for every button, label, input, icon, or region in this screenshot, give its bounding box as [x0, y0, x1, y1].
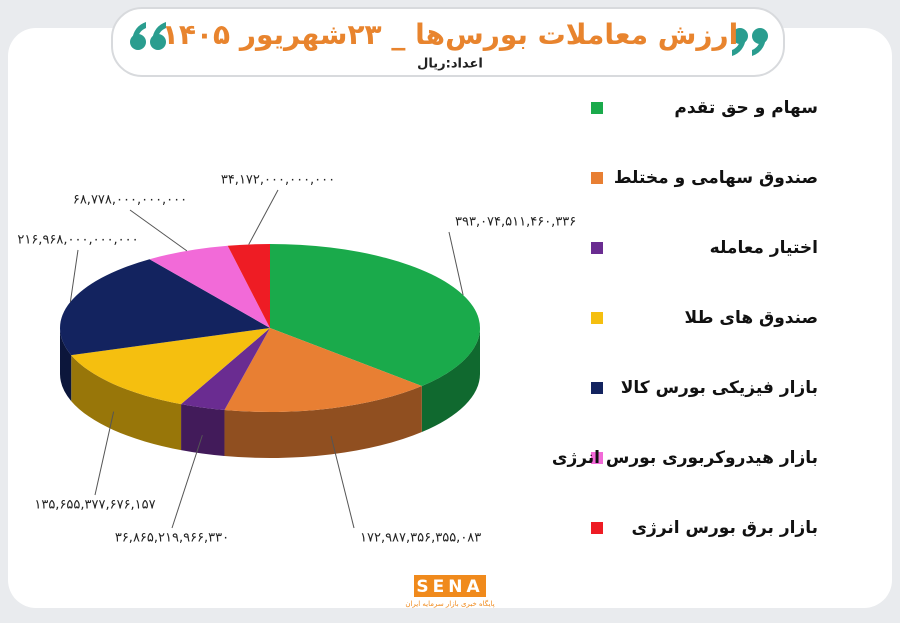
legend-label: صندوق سهامی و مختلط [614, 168, 818, 188]
value-label: ۳۶,۸۶۵,۲۱۹,۹۶۶,۳۳۰ [115, 531, 229, 546]
leader-line [94, 411, 115, 496]
value-label: ۳۹۳,۰۷۴,۵۱۱,۴۶۰,۳۳۶ [455, 215, 576, 230]
legend-swatch [591, 172, 603, 184]
legend-swatch [591, 452, 603, 464]
leader-line [69, 249, 79, 302]
slice-side [71, 355, 182, 451]
value-label: ۱۷۲,۹۸۷,۳۵۶,۳۵۵,۰۸۳ [360, 531, 481, 546]
slice-side [181, 404, 225, 457]
logo-bg [414, 575, 486, 597]
chart-subtitle: اعداد:ریال [417, 57, 483, 72]
value-label: ۳۴,۱۷۲,۰۰۰,۰۰۰,۰۰۰ [221, 173, 335, 188]
leader-line [129, 209, 188, 252]
slice [181, 328, 270, 411]
legend-label: بازار برق بورس انرژی [631, 518, 818, 538]
tagline: پایگاه خبری بازار سرمایه ایران [405, 599, 494, 608]
title-box [111, 7, 785, 77]
value-label: ۶۸,۷۷۸,۰۰۰,۰۰۰,۰۰۰ [73, 193, 187, 208]
leader-line [330, 435, 355, 529]
legend-swatch [591, 242, 603, 254]
slice [149, 245, 270, 328]
leader-line [448, 231, 464, 296]
quote-marks [130, 22, 768, 56]
slice [71, 328, 271, 405]
legend-swatch [591, 382, 603, 394]
value-label: ۲۱۶,۹۶۸,۰۰۰,۰۰۰,۰۰۰ [17, 233, 138, 248]
slice-side [421, 328, 480, 433]
slice [224, 328, 422, 413]
slice [59, 259, 270, 356]
slice-side [224, 386, 422, 459]
chart-title: ارزش معاملات بورس‌ها _ ۲۳شهریور ۱۴۰۵ [162, 18, 739, 51]
legend-label: بازار هیدروکربوری بورس انرژی [552, 448, 818, 468]
slice [227, 244, 270, 328]
legend-label: اختیار معامله [710, 238, 818, 258]
legend-swatch [591, 312, 603, 324]
leader-line [248, 189, 279, 245]
value-label: ۱۳۵,۶۵۵,۳۷۷,۶۷۶,۱۵۷ [34, 498, 155, 513]
legend-swatch [591, 102, 603, 114]
slice-side [60, 328, 72, 402]
legend-label: سهام و حق تقدم [674, 98, 818, 118]
leader-line [171, 434, 203, 529]
legend-swatch [591, 522, 603, 534]
legend-label: صندوق های طلا [685, 308, 818, 328]
legend-label: بازار فیزیکی بورس کالا [621, 378, 818, 398]
slice [270, 244, 481, 387]
logo: SENA [416, 577, 483, 597]
